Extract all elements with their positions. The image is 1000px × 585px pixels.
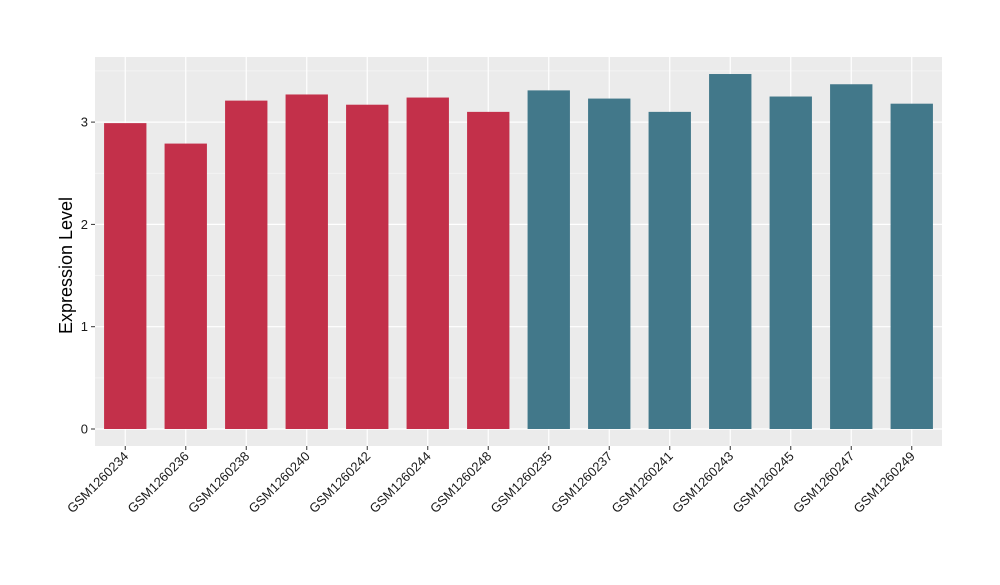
bar-GSM1260249 bbox=[890, 103, 933, 429]
bar-GSM1260235 bbox=[527, 90, 570, 430]
bar-GSM1260234 bbox=[104, 123, 147, 430]
x-tick-label: GSM1260244 bbox=[367, 449, 434, 516]
bar-GSM1260238 bbox=[225, 100, 268, 429]
bar-GSM1260242 bbox=[346, 104, 389, 430]
bar-GSM1260244 bbox=[406, 97, 449, 429]
plot-panel bbox=[95, 57, 942, 446]
bar-GSM1260243 bbox=[709, 74, 752, 430]
bar-GSM1260240 bbox=[285, 94, 328, 429]
bar-GSM1260248 bbox=[467, 111, 510, 430]
y-tick-label: 0 bbox=[81, 422, 88, 437]
bar-GSM1260245 bbox=[769, 96, 812, 430]
x-tick-label: GSM1260245 bbox=[730, 449, 797, 516]
x-tick-label: GSM1260241 bbox=[609, 449, 676, 516]
bar-GSM1260241 bbox=[648, 111, 691, 430]
y-tick-label: 1 bbox=[81, 319, 88, 334]
y-tick-label: 3 bbox=[81, 115, 88, 130]
x-axis-ticks: GSM1260234GSM1260236GSM1260238GSM1260240… bbox=[64, 446, 918, 516]
x-tick-label: GSM1260249 bbox=[851, 449, 918, 516]
bar-GSM1260236 bbox=[164, 143, 207, 429]
bar-GSM1260247 bbox=[830, 84, 873, 430]
y-axis-ticks: 0 1 2 3 bbox=[81, 115, 95, 437]
y-tick-label: 2 bbox=[81, 217, 88, 232]
bar-GSM1260237 bbox=[588, 98, 631, 430]
x-tick-label: GSM1260238 bbox=[185, 449, 252, 516]
x-tick-label: GSM1260234 bbox=[64, 449, 131, 516]
x-tick-label: GSM1260235 bbox=[488, 449, 555, 516]
x-tick-label: GSM1260240 bbox=[246, 449, 313, 516]
x-tick-label: GSM1260247 bbox=[790, 449, 857, 516]
x-tick-label: GSM1260248 bbox=[427, 449, 494, 516]
bars bbox=[104, 74, 933, 430]
y-axis-title: Expression Level bbox=[56, 197, 76, 334]
x-tick-label: GSM1260236 bbox=[125, 449, 192, 516]
x-tick-label: GSM1260237 bbox=[548, 449, 615, 516]
x-tick-label: GSM1260242 bbox=[306, 449, 373, 516]
x-tick-label: GSM1260243 bbox=[669, 449, 736, 516]
